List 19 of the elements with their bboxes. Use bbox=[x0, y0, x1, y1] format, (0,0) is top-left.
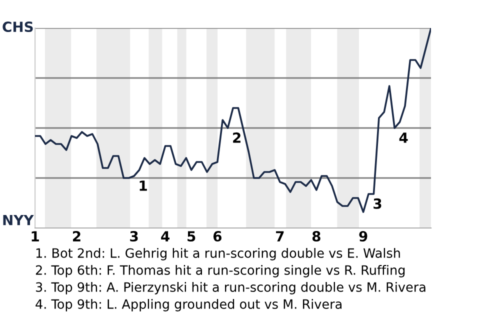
text: NYY bbox=[3, 214, 34, 226]
annotation: 1 bbox=[140, 180, 147, 191]
text: 3. Top 9th: A. Pierzynski hit a run-scoring double vs M. Rivera bbox=[36, 282, 426, 294]
x-tick-label: 3 bbox=[130, 231, 138, 242]
x-tick-label: 5 bbox=[188, 231, 196, 242]
x-tick-label: 9 bbox=[359, 231, 368, 242]
x-tick-label: 1 bbox=[32, 231, 39, 242]
x-tick-label: 6 bbox=[213, 231, 222, 242]
x-tick-label: 4 bbox=[161, 231, 170, 242]
x-tick-label: 2 bbox=[72, 231, 80, 242]
annotation: 2 bbox=[233, 132, 240, 143]
annotation: 3 bbox=[374, 198, 382, 209]
text: 4. Top 9th: L. Appling grounded out vs M. Rivera bbox=[36, 299, 342, 312]
annotation: 4 bbox=[399, 132, 408, 143]
text: 2. Top 6th: F. Thomas hit a run-scoring single vs R. Ruffing bbox=[36, 265, 405, 278]
x-tick-label: 7 bbox=[276, 231, 284, 242]
x-tick-label: 8 bbox=[312, 231, 320, 242]
text: CHS bbox=[2, 22, 33, 32]
text: 1. Bot 2nd: L. Gehrig hit a run-scoring double vs E. Walsh bbox=[36, 248, 400, 260]
